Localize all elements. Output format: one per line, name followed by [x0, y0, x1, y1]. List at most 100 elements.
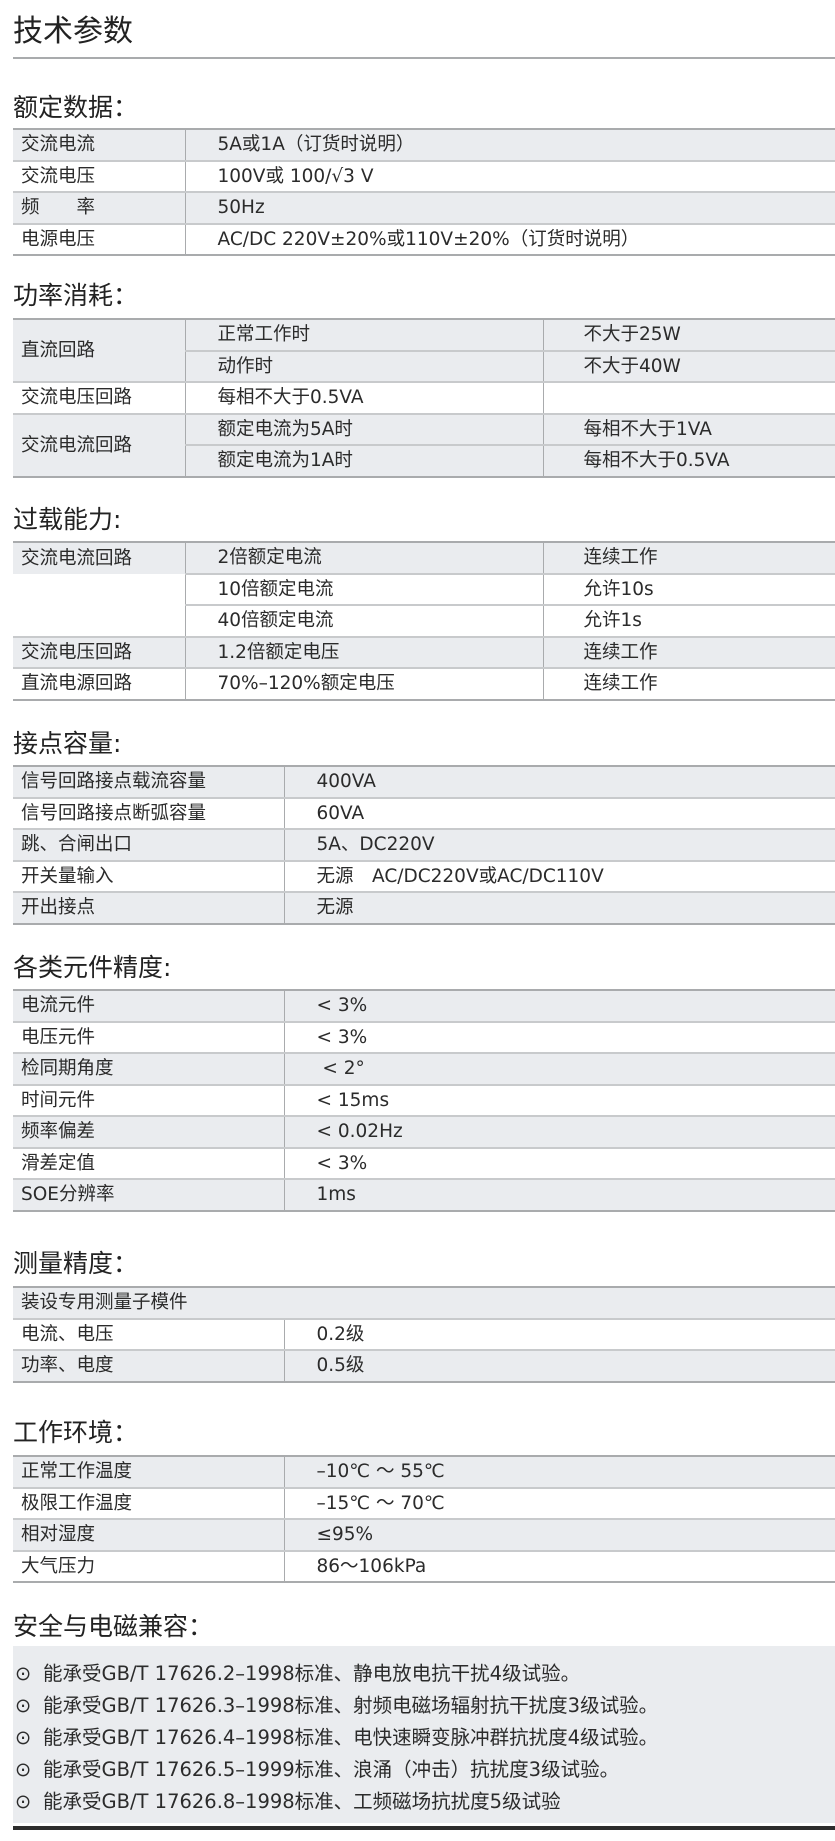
overload-table: 交流电流回路 2倍额定电流 连续工作 10倍额定电流 允许10s 40倍额定电流 允许1…: [13, 541, 835, 701]
condition: 额定电流为5A时: [184, 412, 543, 445]
group-name: 交流电压回路: [13, 381, 185, 414]
param-value: –15℃ ～ 70℃: [283, 1486, 835, 1519]
param-value: –10℃ ～ 55℃: [283, 1456, 835, 1488]
table-row: 电源电压 AC/DC 220V±20%或110V±20%（订货时说明）: [13, 222, 835, 255]
table-row: 相对湿度 ≤95%: [13, 1518, 835, 1551]
condition: 动作时: [184, 349, 543, 382]
param-name: 电流元件: [13, 990, 284, 1022]
multiple: 2倍额定电流: [184, 542, 543, 574]
param-name: 极限工作温度: [13, 1486, 284, 1519]
power-table: 直流回路 正常工作时 不大于25W 动作时 不大于40W 交流电压回路 每相不大于0.5…: [13, 318, 835, 478]
table-row: 额定电流为1A时 每相不大于0.5VA: [13, 444, 835, 477]
section-heading-measure: 测量精度：: [13, 1249, 139, 1278]
table-row: 直流回路 正常工作时 不大于25W: [13, 319, 835, 382]
param-value: 无源: [283, 891, 835, 924]
section-heading-overload: 过载能力:: [13, 505, 122, 534]
param-value: 60VA: [283, 796, 835, 829]
param-value: AC/DC 220V±20%或110V±20%（订货时说明）: [184, 222, 835, 255]
table-row: 交流电压回路 每相不大于0.5VA: [13, 381, 835, 414]
item-text: 能承受GB/T 17626.8–1998标准、工频磁场抗扰度5级试验: [43, 1790, 561, 1813]
table-row: 检同期角度 < 2°: [13, 1052, 835, 1085]
table-row: 直流电源回路 70%–120%额定电压 连续工作: [13, 667, 835, 700]
table-row: 交流电压回路 1.2倍额定电压 连续工作: [13, 635, 835, 668]
param-name: 跳、合闸出口: [13, 828, 284, 861]
table-row: 10倍额定电流 允许10s: [13, 572, 835, 605]
table-row: SOE分辨率 1ms: [13, 1178, 835, 1211]
condition: 每相不大于0.5VA: [184, 381, 543, 414]
duration: 连续工作: [542, 635, 835, 668]
param-value: 5A或1A（订货时说明）: [184, 129, 835, 161]
param-value: < 3%: [283, 1146, 835, 1179]
param-value: 0.5级: [283, 1349, 835, 1382]
section-heading-safety: 安全与电磁兼容：: [13, 1612, 214, 1641]
contact-table: 信号回路接点载流容量 400VA 信号回路接点断弧容量 60VA 跳、合闸出口 5A、…: [13, 765, 835, 925]
param-value: < 3%: [283, 1020, 835, 1053]
table-row: 大气压力 86～106kPa: [13, 1549, 835, 1582]
list-item: ⊙ 能承受GB/T 17626.8–1998标准、工频磁场抗扰度5级试验: [13, 1786, 835, 1818]
value: 不大于40W: [542, 349, 835, 382]
table-row: 时间元件 < 15ms: [13, 1083, 835, 1116]
table-row: 电压元件 < 3%: [13, 1020, 835, 1053]
param-name: 大气压力: [13, 1549, 284, 1582]
multiple: 40倍额定电流: [184, 604, 543, 637]
param-value: < 0.02Hz: [283, 1115, 835, 1148]
param-name: 开出接点: [13, 891, 284, 924]
section-heading-contact: 接点容量:: [13, 729, 122, 758]
param-name: 正常工作温度: [13, 1456, 284, 1488]
param-name: 相对湿度: [13, 1518, 284, 1551]
circle-dot-bullet-icon: ⊙: [15, 1662, 32, 1685]
list-item: ⊙ 能承受GB/T 17626.5–1999标准、浪涌（冲击）抗扰度3级试验。: [13, 1754, 835, 1786]
list-item: ⊙ 能承受GB/T 17626.2–1998标准、静电放电抗干扰4级试验。: [13, 1658, 835, 1690]
circuit: [13, 605, 185, 637]
param-value: 1ms: [283, 1178, 835, 1211]
circuit: 交流电压回路: [13, 635, 185, 668]
table-row: 正常工作温度 –10℃ ～ 55℃: [13, 1456, 835, 1488]
section-heading-accuracy: 各类元件精度:: [13, 953, 172, 982]
table-row: 交流电压 100V或 100/√3 V: [13, 159, 835, 192]
page-title: 技术参数: [13, 14, 133, 49]
circle-dot-bullet-icon: ⊙: [15, 1790, 32, 1813]
table-row: 交流电流回路 额定电流为5A时 每相不大于1VA: [13, 412, 835, 477]
circle-dot-bullet-icon: ⊙: [15, 1726, 32, 1749]
param-value: 无源 AC/DC220V或AC/DC110V: [283, 859, 835, 892]
param-name: SOE分辨率: [13, 1178, 284, 1211]
param-name: 电压元件: [13, 1020, 284, 1053]
param-value: 5A、DC220V: [283, 828, 835, 861]
table-row: 电流元件 < 3%: [13, 990, 835, 1022]
param-value: 400VA: [283, 766, 835, 798]
param-name: 交流电流: [13, 129, 185, 161]
title-divider: [13, 57, 835, 59]
param-name: 信号回路接点载流容量: [13, 766, 284, 798]
multiple: 70%–120%额定电压: [184, 667, 543, 700]
table-row: 跳、合闸出口 5A、DC220V: [13, 828, 835, 861]
multiple: 10倍额定电流: [184, 572, 543, 605]
measure-table: 装设专用测量子模件 电流、电压 0.2级 功率、电度 0.5级: [13, 1286, 835, 1383]
param-name: 时间元件: [13, 1083, 284, 1116]
param-value: 86～106kPa: [283, 1549, 835, 1582]
value: 每相不大于0.5VA: [542, 444, 835, 477]
param-name: 电流、电压: [13, 1317, 284, 1350]
accuracy-table: 电流元件 < 3% 电压元件 < 3% 检同期角度 < 2° 时间元件 < 15ms …: [13, 989, 835, 1212]
table-row: 极限工作温度 –15℃ ～ 70℃: [13, 1486, 835, 1519]
item-text: 能承受GB/T 17626.5–1999标准、浪涌（冲击）抗扰度3级试验。: [43, 1758, 620, 1781]
param-name: 电源电压: [13, 222, 185, 255]
section-heading-rated: 额定数据：: [13, 93, 139, 122]
table-row: 交流电流 5A或1A（订货时说明）: [13, 129, 835, 161]
multiple: 1.2倍额定电压: [184, 635, 543, 668]
condition: 额定电流为1A时: [184, 444, 543, 477]
item-text: 能承受GB/T 17626.4–1998标准、电快速瞬变脉冲群抗扰度4级试验。: [43, 1726, 659, 1749]
param-value: < 15ms: [283, 1083, 835, 1116]
table-row: 信号回路接点断弧容量 60VA: [13, 796, 835, 829]
param-value: < 3%: [283, 990, 835, 1022]
safety-list: ⊙ 能承受GB/T 17626.2–1998标准、静电放电抗干扰4级试验。 ⊙ 能承…: [13, 1646, 835, 1823]
measure-note: 装设专用测量子模件: [13, 1287, 835, 1319]
param-value: 0.2级: [283, 1317, 835, 1350]
table-row: 交流电流回路 2倍额定电流 连续工作: [13, 542, 835, 574]
list-item: ⊙ 能承受GB/T 17626.3–1998标准、射频电磁场辐射抗干扰度3级试验。: [13, 1690, 835, 1722]
param-value: 50Hz: [184, 191, 835, 224]
item-text: 能承受GB/T 17626.2–1998标准、静电放电抗干扰4级试验。: [43, 1662, 581, 1685]
table-row: 频率偏差 < 0.02Hz: [13, 1115, 835, 1148]
param-name: 滑差定值: [13, 1146, 284, 1179]
table-row: 动作时 不大于40W: [13, 349, 835, 382]
